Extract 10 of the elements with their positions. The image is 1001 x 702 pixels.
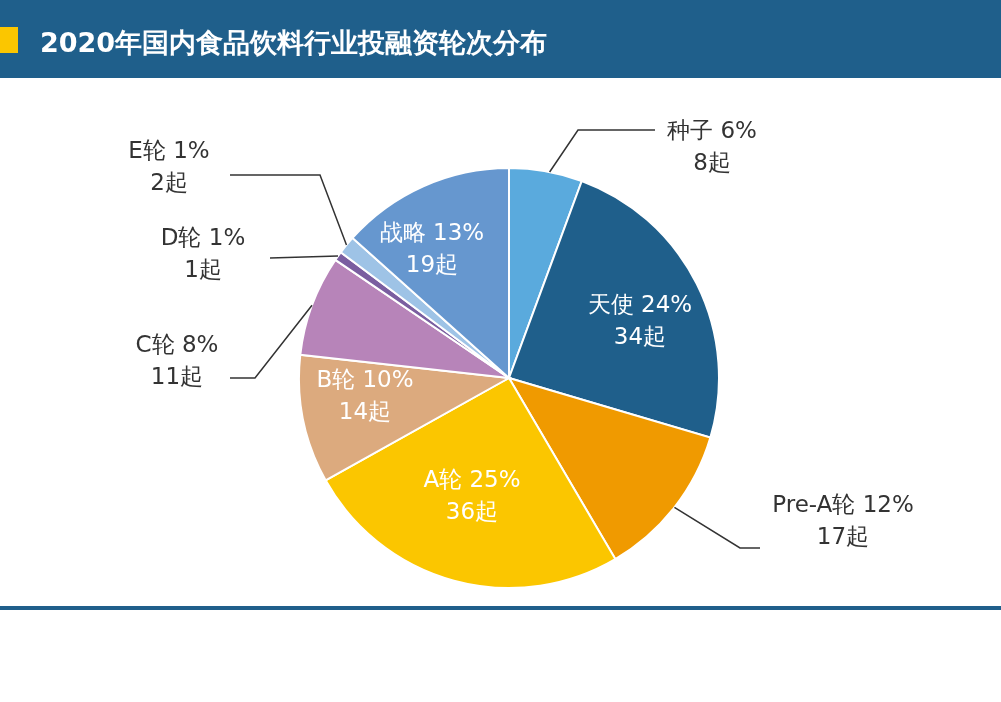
slice-label: 天使 24% 34起 (587, 291, 693, 349)
slice-label: D轮 1% 1起 (160, 224, 246, 282)
slice-label: E轮 1% 2起 (128, 137, 210, 195)
chart-title: 2020年国内食品饮料行业投融资轮次分布 (40, 27, 548, 58)
slice-label: 战略 13% 19起 (379, 219, 485, 277)
slice-label: C轮 8% 11起 (135, 331, 219, 389)
slice-label: A轮 25% 36起 (423, 466, 521, 524)
slice-label: 种子 6% 8起 (667, 117, 757, 175)
slice-label: Pre-A轮 12% 17起 (772, 491, 914, 549)
slice-label: B轮 10% 14起 (316, 366, 414, 424)
